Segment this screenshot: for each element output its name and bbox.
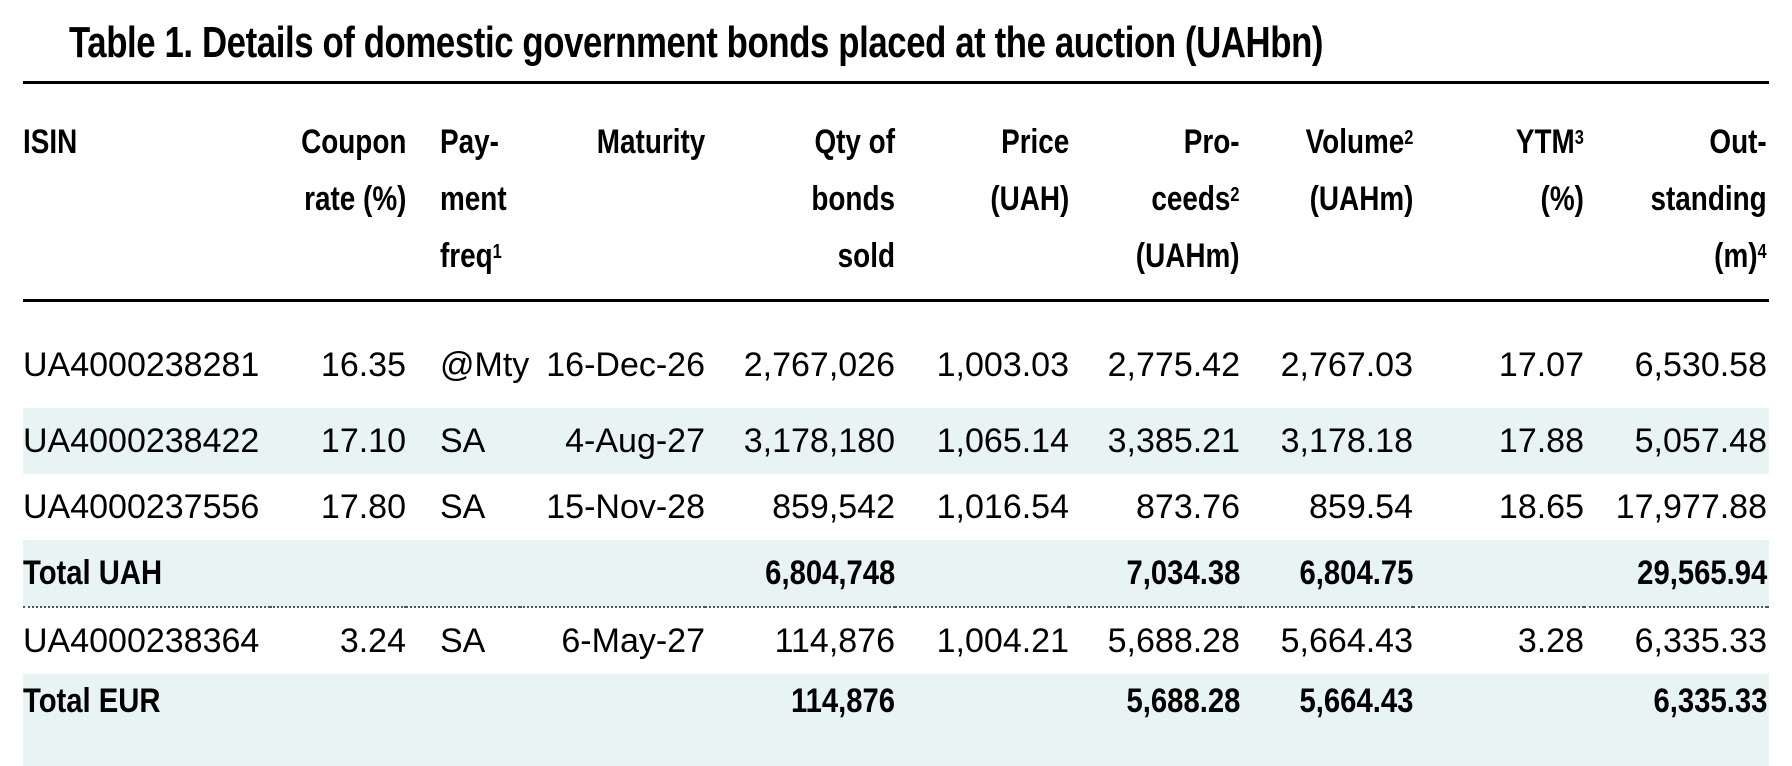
cell-ytm: 17.88 (1413, 408, 1584, 474)
cell-qty: 859,542 (772, 487, 895, 526)
cell-outstanding: 17,977.88 (1615, 487, 1767, 526)
cell-isin: UA4000238422 (23, 408, 270, 474)
total-volume: 6,804.75 (1240, 540, 1413, 608)
cell-coupon: 3.24 (339, 621, 406, 660)
cell-coupon: 17.10 (270, 408, 406, 474)
cell-proceeds: 873.76 (1136, 487, 1240, 526)
cell-volume: 3,178.18 (1240, 408, 1413, 474)
header-price: Price (UAH) (990, 123, 1069, 218)
cell-volume: 5,664.43 (1280, 621, 1413, 660)
cell-payment-freq: SA (440, 487, 486, 526)
cell-ytm: 17.07 (1498, 345, 1584, 384)
cell-payment-freq: SA (440, 621, 486, 660)
total-qty: 6,804,748 (705, 540, 895, 608)
total-qty: 114,876 (705, 674, 895, 766)
table-row: UA4000237556 17.80 SA 15-Nov-28 859,542 … (23, 474, 1769, 540)
bonds-table: ISIN Coupon rate (%) Pay-ment freq1 Maturi… (23, 84, 1769, 766)
total-proceeds: 5,688.28 (1069, 674, 1240, 766)
header-ytm: YTM3 (%) (1516, 123, 1584, 218)
cell-qty: 3,178,180 (705, 408, 895, 474)
header-payment-freq: Pay-ment freq1 (440, 123, 507, 275)
header-row: ISIN Coupon rate (%) Pay-ment freq1 Maturi… (23, 84, 1769, 300)
cell-maturity: 16-Dec-26 (546, 345, 705, 384)
cell-coupon: 17.80 (320, 487, 406, 526)
header-coupon: Coupon rate (%) (300, 123, 406, 218)
cell-ytm: 18.65 (1498, 487, 1584, 526)
cell-proceeds: 5,688.28 (1107, 621, 1240, 660)
header-maturity: Maturity (596, 123, 705, 161)
table-row: UA4000238422 17.10 SA 4-Aug-27 3,178,180… (23, 408, 1769, 474)
total-outstanding: 6,335.33 (1584, 674, 1767, 766)
cell-proceeds: 3,385.21 (1069, 408, 1240, 474)
cell-ytm: 3.28 (1517, 621, 1584, 660)
header-rule (23, 299, 1769, 302)
top-rule (23, 81, 1769, 84)
cell-coupon: 16.35 (320, 345, 406, 384)
total-proceeds: 7,034.38 (1069, 540, 1240, 608)
cell-maturity: 15-Nov-28 (546, 487, 705, 526)
total-outstanding: 29,565.94 (1584, 540, 1767, 608)
cell-price: 1,003.03 (936, 345, 1069, 384)
header-outstanding: Out-standing (m)4 (1650, 123, 1767, 275)
total-label: Total EUR (23, 674, 270, 766)
cell-qty: 2,767,026 (743, 345, 895, 384)
table-row: UA4000238364 3.24 SA 6-May-27 114,876 1,… (23, 607, 1769, 674)
cell-isin: UA4000238364 (23, 621, 260, 660)
cell-isin: UA4000238281 (23, 345, 260, 384)
header-proceeds: Pro-ceeds2 (UAHm) (1136, 123, 1240, 275)
cell-price: 1,004.21 (936, 621, 1069, 660)
table-row: UA4000238281 16.35 @Mty 16-Dec-26 2,767,… (23, 300, 1769, 408)
cell-price: 1,016.54 (936, 487, 1069, 526)
cell-proceeds: 2,775.42 (1107, 345, 1240, 384)
cell-payment-freq: @Mty (440, 345, 530, 384)
cell-price: 1,065.14 (895, 408, 1069, 474)
header-volume: Volume2 (UAHm) (1305, 123, 1413, 218)
total-volume: 5,664.43 (1240, 674, 1413, 766)
header-isin: ISIN (23, 123, 78, 161)
cell-payment-freq: SA (406, 408, 520, 474)
cell-volume: 859.54 (1309, 487, 1413, 526)
cell-outstanding: 5,057.48 (1584, 408, 1767, 474)
header-qty: Qty of bonds sold (811, 123, 895, 275)
cell-maturity: 6-May-27 (561, 621, 705, 660)
cell-volume: 2,767.03 (1280, 345, 1413, 384)
cell-maturity: 4-Aug-27 (520, 408, 705, 474)
total-label: Total UAH (23, 540, 270, 608)
cell-isin: UA4000237556 (23, 487, 260, 526)
cell-outstanding: 6,335.33 (1634, 621, 1767, 660)
cell-qty: 114,876 (774, 621, 895, 660)
total-row-uah: Total UAH 6,804,748 7,034.38 6,804.75 29… (23, 540, 1769, 608)
total-row-eur: Total EUR 114,876 5,688.28 5,664.43 6,33… (23, 674, 1769, 766)
table-title: Table 1. Details of domestic government … (69, 18, 1324, 67)
cell-outstanding: 6,530.58 (1634, 345, 1767, 384)
